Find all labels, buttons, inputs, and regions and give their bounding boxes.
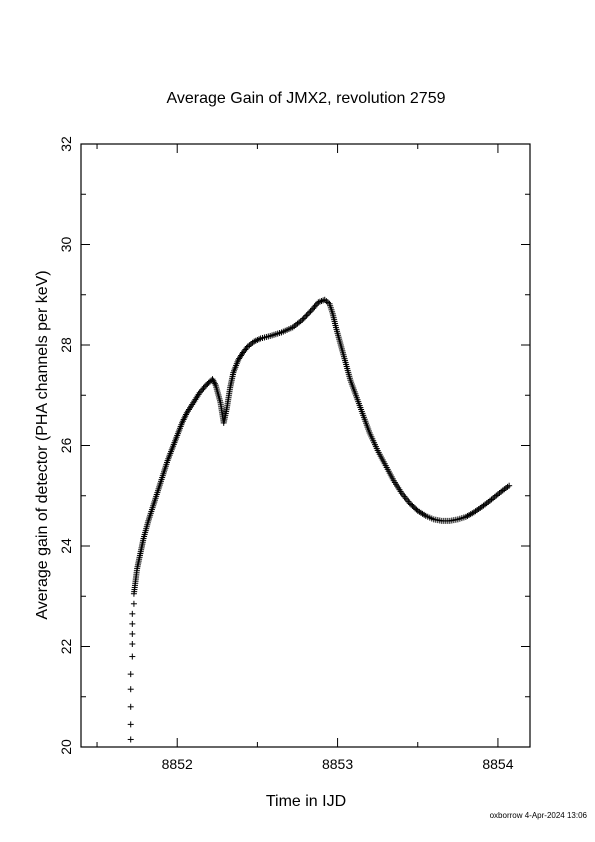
data-point: [307, 308, 314, 315]
data-point: [299, 316, 306, 323]
data-point: [409, 502, 416, 509]
data-point: [127, 703, 134, 710]
y-tick-label: 26: [58, 438, 74, 454]
data-point: [304, 311, 311, 318]
data-point: [303, 312, 310, 319]
data-markers: [127, 296, 513, 743]
data-point: [406, 500, 413, 507]
data-point: [129, 610, 136, 617]
data-point: [129, 653, 136, 660]
data-point: [412, 505, 419, 512]
data-point: [129, 640, 136, 647]
data-point: [408, 501, 415, 508]
data-point: [130, 600, 137, 607]
data-point: [127, 721, 134, 728]
data-point: [127, 686, 134, 693]
data-point: [129, 620, 136, 627]
y-tick-label: 32: [58, 136, 74, 152]
chart-title: Average Gain of JMX2, revolution 2759: [167, 90, 446, 107]
x-tick-label: 8854: [482, 756, 513, 772]
y-tick-label: 22: [58, 639, 74, 655]
axis-tick-labels: 8852 8853 8854 20 22 24 26 28 30 32: [58, 136, 514, 772]
data-point: [506, 482, 513, 489]
x-tick-label: 8852: [162, 756, 193, 772]
y-tick-label: 30: [58, 237, 74, 253]
data-point: [410, 504, 417, 511]
footer-stamp: oxborrow 4-Apr-2024 13:06: [490, 811, 588, 820]
data-point: [306, 309, 313, 316]
data-point: [302, 314, 309, 321]
data-point: [300, 315, 307, 322]
data-point: [127, 671, 134, 678]
x-tick-label: 8853: [322, 756, 353, 772]
y-tick-label: 28: [58, 337, 74, 353]
y-axis-label: Average gain of detector (PHA channels p…: [34, 270, 51, 619]
data-point: [127, 736, 134, 743]
x-axis-label: Time in IJD: [266, 793, 346, 810]
axis-ticks: [81, 143, 530, 748]
y-tick-label: 24: [58, 538, 74, 554]
plot-frame: [80, 143, 531, 748]
data-point: [129, 630, 136, 637]
y-tick-label: 20: [58, 739, 74, 755]
